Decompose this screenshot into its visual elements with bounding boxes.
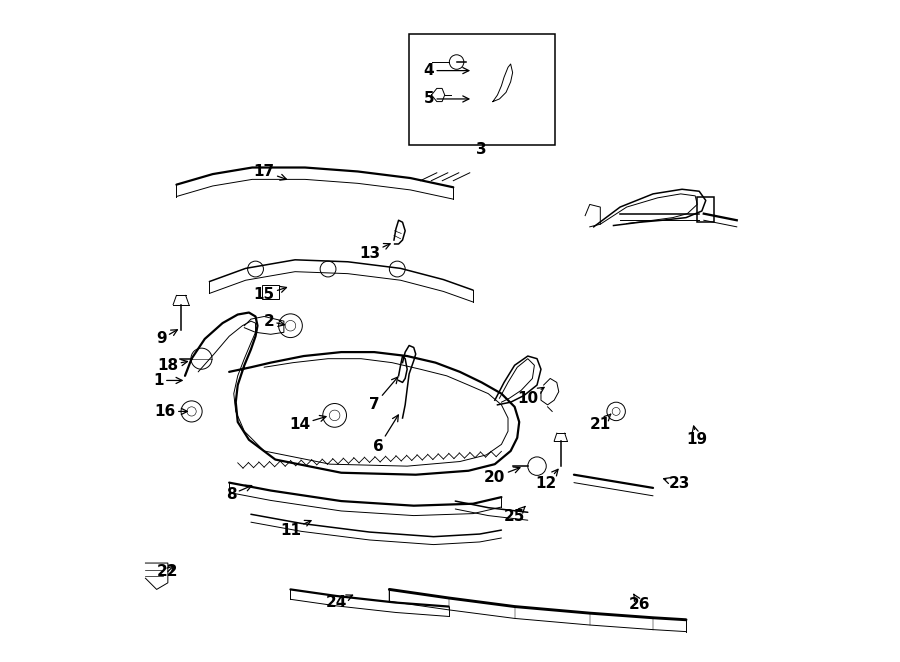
- Text: 26: 26: [629, 594, 651, 612]
- Text: 23: 23: [663, 477, 690, 491]
- Text: 19: 19: [687, 426, 707, 448]
- Text: 2: 2: [264, 314, 284, 328]
- Text: 20: 20: [484, 467, 520, 485]
- Text: 7: 7: [369, 377, 398, 412]
- Text: 5: 5: [424, 91, 469, 107]
- Text: 8: 8: [226, 485, 252, 502]
- Text: 17: 17: [254, 164, 286, 180]
- Bar: [410, 34, 555, 145]
- Text: 16: 16: [155, 404, 187, 419]
- Bar: [698, 197, 714, 222]
- Text: 4: 4: [424, 63, 469, 78]
- Text: 24: 24: [326, 595, 353, 610]
- Text: 6: 6: [374, 415, 399, 454]
- Text: 10: 10: [518, 387, 544, 406]
- Text: 13: 13: [359, 244, 391, 261]
- Text: 9: 9: [156, 330, 177, 346]
- Text: 3: 3: [476, 142, 487, 157]
- Text: 21: 21: [590, 414, 611, 432]
- Text: 15: 15: [254, 287, 286, 303]
- Bar: [262, 285, 279, 299]
- Text: 14: 14: [289, 416, 326, 432]
- Text: 12: 12: [535, 469, 558, 491]
- Text: 11: 11: [280, 520, 311, 538]
- Text: 1: 1: [153, 373, 182, 388]
- Text: 25: 25: [504, 506, 526, 524]
- Text: 22: 22: [158, 564, 178, 579]
- Text: 18: 18: [158, 357, 187, 373]
